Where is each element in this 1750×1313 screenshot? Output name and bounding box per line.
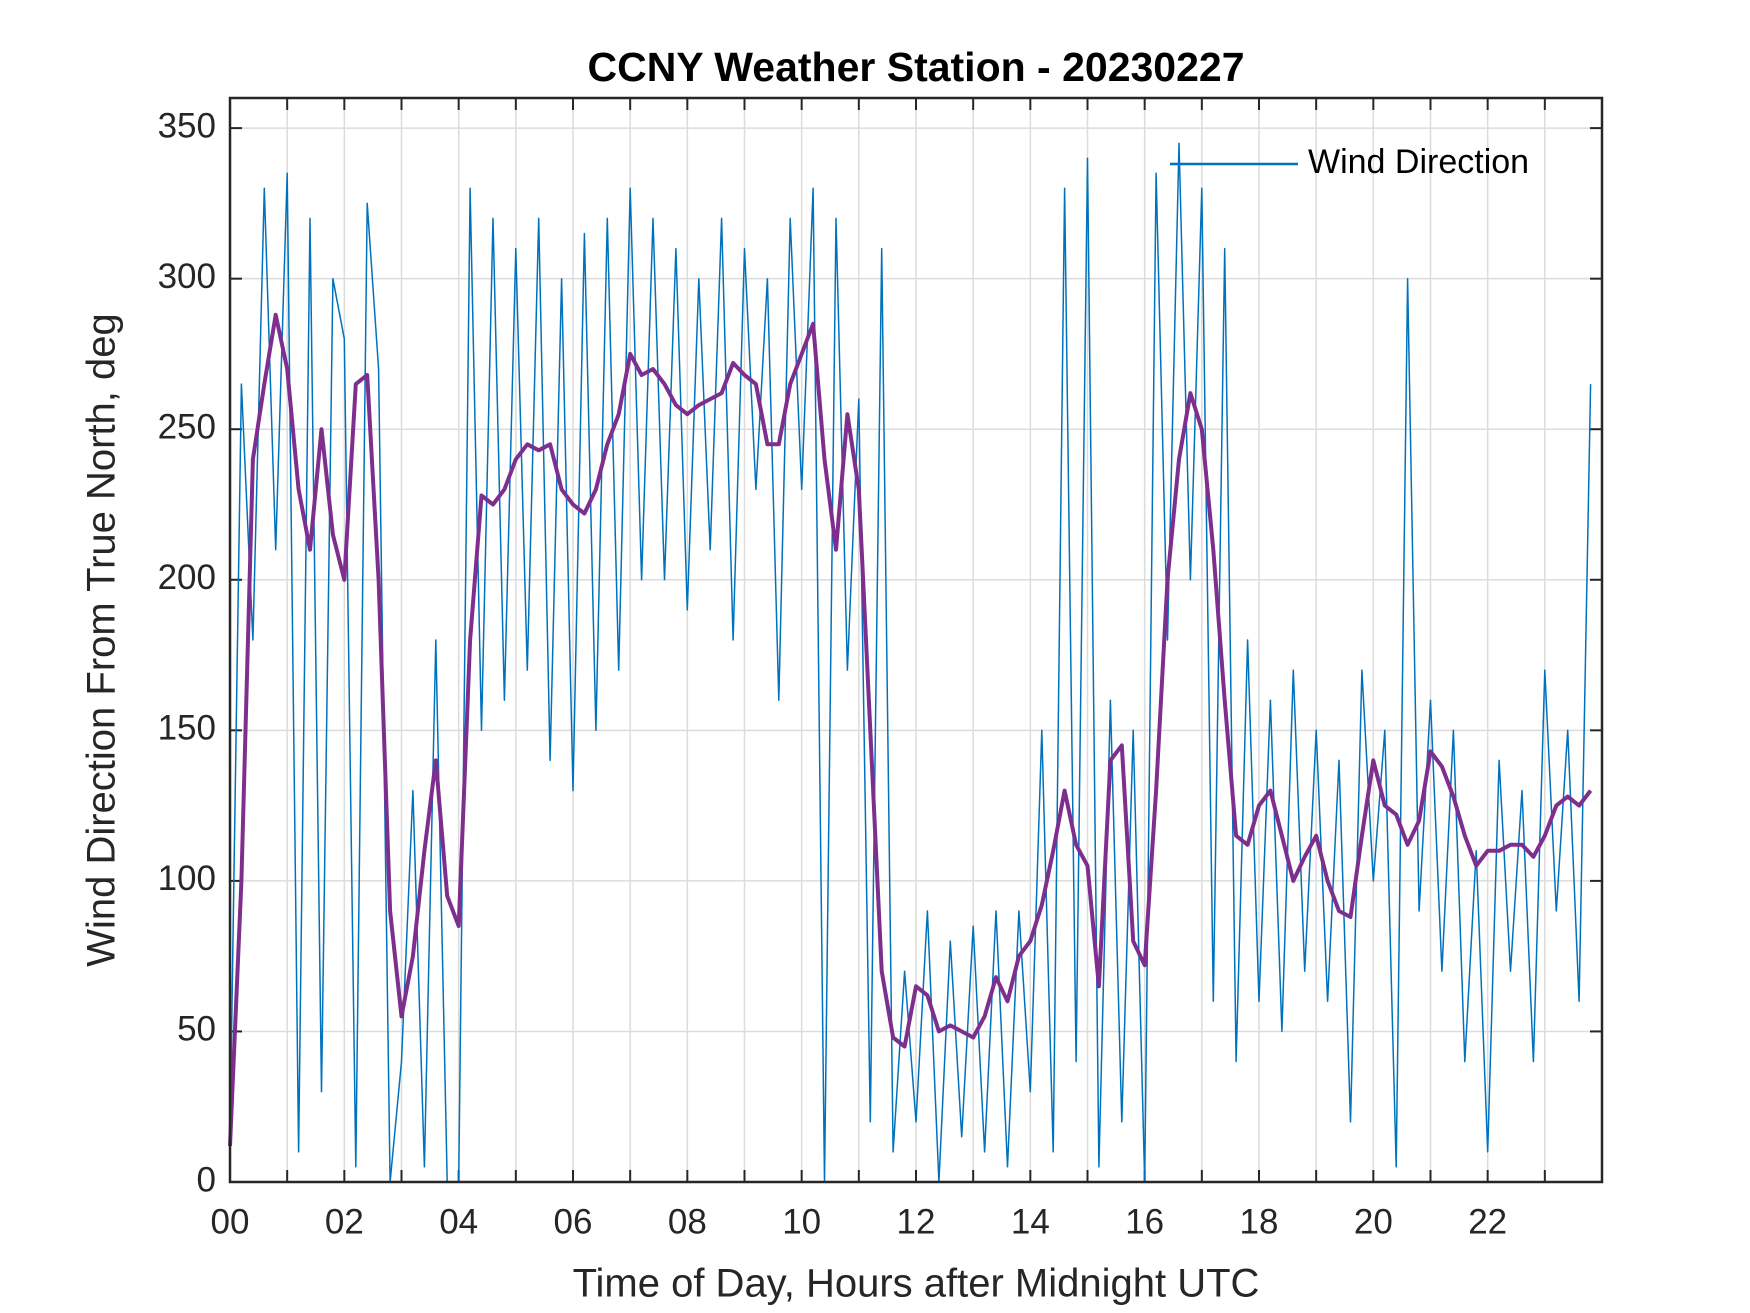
y-tick-label: 0 xyxy=(197,1160,216,1199)
x-tick-label: 04 xyxy=(439,1202,478,1241)
chart-title: CCNY Weather Station - 20230227 xyxy=(587,44,1244,90)
x-tick-label: 10 xyxy=(782,1202,821,1241)
x-tick-label: 02 xyxy=(325,1202,364,1241)
x-tick-label: 06 xyxy=(554,1202,593,1241)
x-tick-label: 08 xyxy=(668,1202,707,1241)
data-line xyxy=(228,312,1593,1146)
x-tick-label: 16 xyxy=(1125,1202,1164,1241)
x-tick-label: 00 xyxy=(211,1202,250,1241)
x-tick-label: 14 xyxy=(1011,1202,1050,1241)
y-axis-label: Wind Direction From True North, deg xyxy=(80,313,124,967)
x-tick-label: 12 xyxy=(897,1202,936,1241)
y-tick-label: 250 xyxy=(158,407,216,446)
axes-box xyxy=(228,96,1604,1184)
x-tick-label: 18 xyxy=(1240,1202,1279,1241)
y-tick-label: 350 xyxy=(158,106,216,145)
y-tick-label: 100 xyxy=(158,859,216,898)
legend-label: Wind Direction xyxy=(1308,143,1529,181)
y-tick-label: 300 xyxy=(158,257,216,296)
x-tick-label: 22 xyxy=(1468,1202,1507,1241)
x-tick-label: 20 xyxy=(1354,1202,1393,1241)
y-tick-label: 50 xyxy=(177,1010,216,1049)
y-tick-label: 150 xyxy=(158,709,216,748)
y-tick-label: 200 xyxy=(158,558,216,597)
x-axis-label: Time of Day, Hours after Midnight UTC xyxy=(573,1262,1260,1306)
